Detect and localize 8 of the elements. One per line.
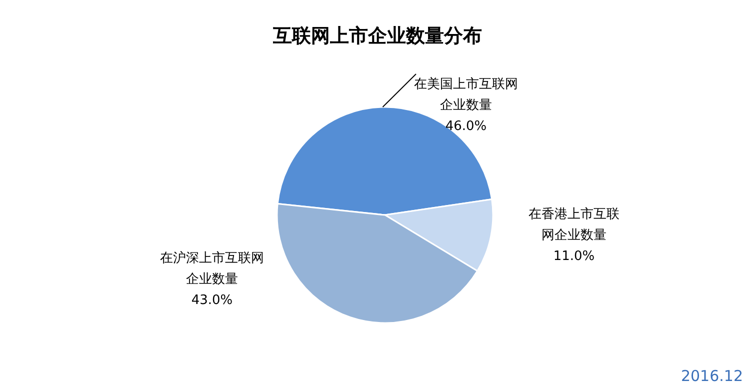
data-label: 11.0%: [553, 249, 595, 264]
slice-label: 在香港上市互联网企业数量: [528, 207, 620, 243]
chart-title: 互联网上市企业数量分布: [272, 25, 482, 47]
slice-label: 在沪深上市互联网企业数量: [160, 250, 264, 287]
data-label: 43.0%: [191, 293, 233, 308]
text: 2016.12: [680, 367, 743, 385]
slice-label: 在美国上市互联网企业数量: [414, 76, 518, 113]
data-label: 46.0%: [445, 119, 487, 134]
